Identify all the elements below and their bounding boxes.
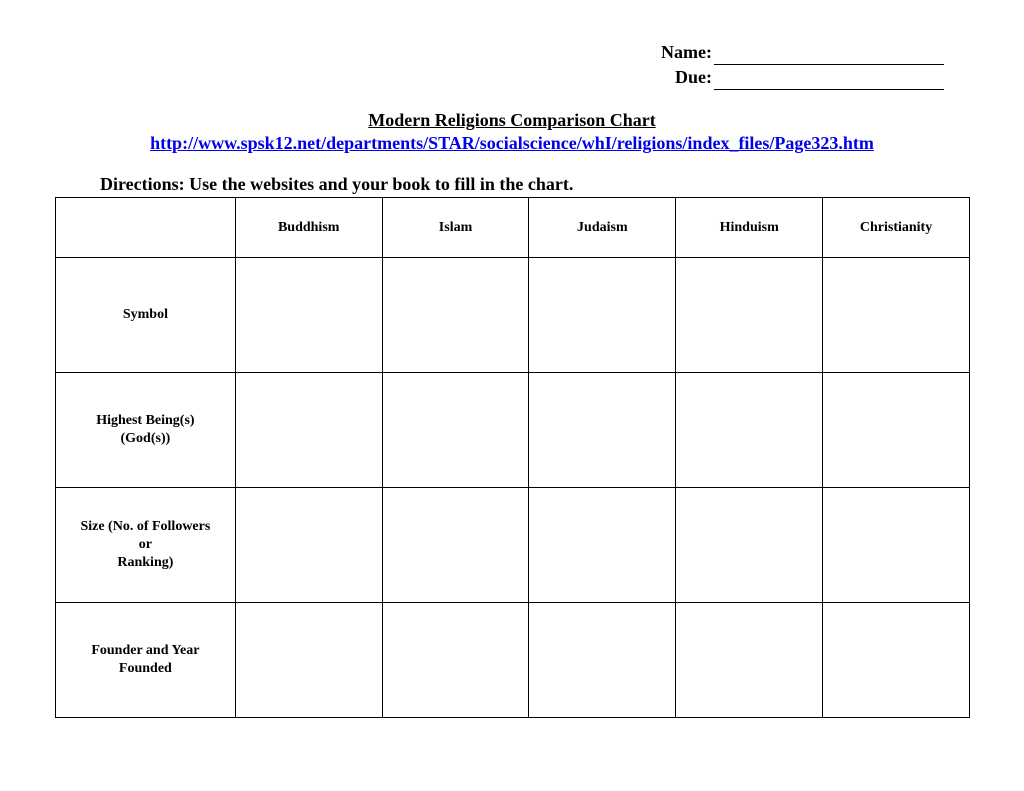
cell-founder-buddhism (235, 603, 382, 718)
comparison-table: Buddhism Islam Judaism Hinduism Christia… (55, 197, 970, 718)
table-header-hinduism: Hinduism (676, 198, 823, 258)
row-label-highest-being: Highest Being(s)(God(s)) (56, 373, 236, 488)
cell-symbol-hinduism (676, 258, 823, 373)
cell-symbol-buddhism (235, 258, 382, 373)
due-field: Due: (50, 65, 944, 90)
cell-symbol-christianity (823, 258, 970, 373)
cell-size-christianity (823, 488, 970, 603)
row-label-size: Size (No. of FollowersorRanking) (56, 488, 236, 603)
table-header-christianity: Christianity (823, 198, 970, 258)
cell-size-islam (382, 488, 529, 603)
page-title: Modern Religions Comparison Chart (50, 110, 974, 131)
directions-text: Directions: Use the websites and your bo… (100, 174, 974, 195)
table-header-buddhism: Buddhism (235, 198, 382, 258)
reference-url-link[interactable]: http://www.spsk12.net/departments/STAR/s… (50, 133, 974, 154)
table-row-founder: Founder and YearFounded (56, 603, 970, 718)
cell-being-hinduism (676, 373, 823, 488)
cell-size-judaism (529, 488, 676, 603)
title-section: Modern Religions Comparison Chart http:/… (50, 110, 974, 154)
header-fields: Name: Due: (50, 40, 944, 90)
cell-being-buddhism (235, 373, 382, 488)
table-header-judaism: Judaism (529, 198, 676, 258)
table-row-highest-being: Highest Being(s)(God(s)) (56, 373, 970, 488)
cell-founder-judaism (529, 603, 676, 718)
name-field: Name: (50, 40, 944, 65)
cell-founder-islam (382, 603, 529, 718)
table-row-size: Size (No. of FollowersorRanking) (56, 488, 970, 603)
cell-being-christianity (823, 373, 970, 488)
cell-founder-hinduism (676, 603, 823, 718)
row-label-symbol: Symbol (56, 258, 236, 373)
cell-symbol-islam (382, 258, 529, 373)
name-label: Name: (661, 42, 712, 62)
cell-size-hinduism (676, 488, 823, 603)
due-blank-line (714, 89, 944, 90)
table-row-symbol: Symbol (56, 258, 970, 373)
due-label: Due: (675, 67, 712, 87)
cell-being-judaism (529, 373, 676, 488)
cell-size-buddhism (235, 488, 382, 603)
cell-being-islam (382, 373, 529, 488)
table-header-blank (56, 198, 236, 258)
table-header-row: Buddhism Islam Judaism Hinduism Christia… (56, 198, 970, 258)
table-header-islam: Islam (382, 198, 529, 258)
cell-founder-christianity (823, 603, 970, 718)
row-label-founder: Founder and YearFounded (56, 603, 236, 718)
cell-symbol-judaism (529, 258, 676, 373)
